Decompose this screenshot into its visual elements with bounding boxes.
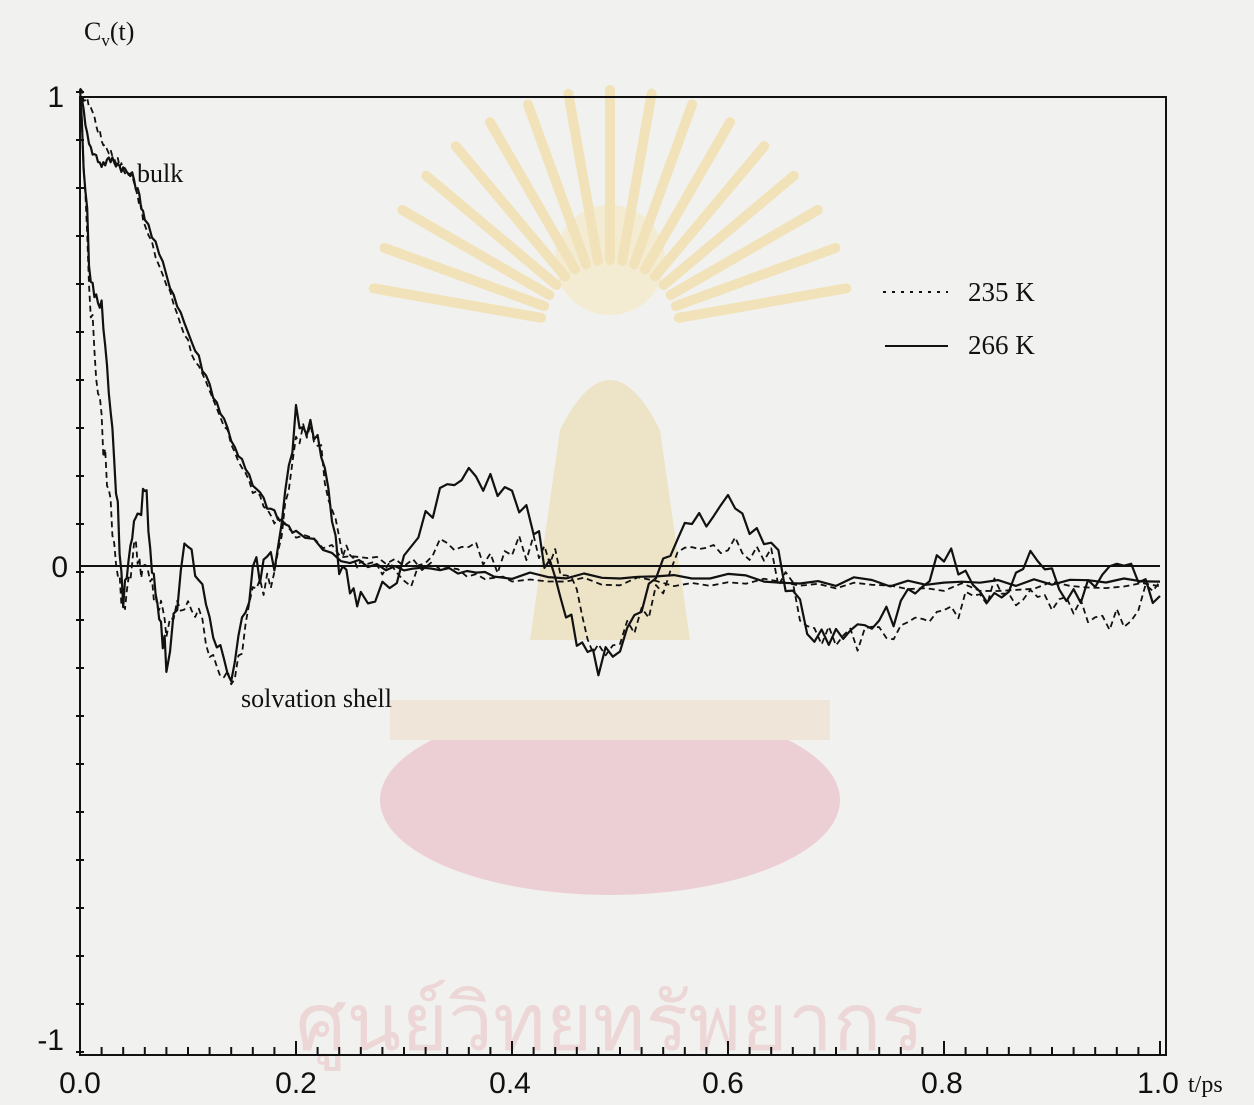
watermark-ray [522,99,592,270]
y-axis-label-sub: v [101,31,110,50]
legend-label-235k: 235 K [968,277,1035,307]
watermark-ray [397,205,555,300]
series-line-solvation-shell-266k [78,89,1161,683]
y-axis-label-tail: (t) [110,17,135,46]
series-line-solvation-shell-235k [79,95,1161,686]
x-tick-2: 0.4 [489,1067,531,1100]
series-group [78,87,1161,686]
x-tick-4: 0.8 [921,1067,963,1100]
watermark-ray [379,242,550,312]
x-tick-1: 0.2 [275,1067,317,1100]
y-minor-ticks [76,91,84,1053]
watermark-ray [649,141,770,282]
y-tick-bottom: -1 [37,1024,64,1057]
watermark-ray [658,170,799,291]
y-axis-label-main: C [84,17,101,46]
watermark-ray [640,117,735,275]
x-minor-ticks [79,1041,1161,1055]
watermark-ray [665,205,823,300]
watermark-ray [628,99,698,270]
x-tick-5: 1.0 [1137,1067,1179,1100]
crest-emblem-icon [368,85,852,895]
x-axis-label: t/ps [1188,1072,1223,1098]
y-tick-zero: 0 [51,551,68,584]
series-line-bulk-235k [79,87,1161,592]
watermark-ray [450,141,571,282]
plot-frame [79,96,1167,1056]
x-tick-0: 0.0 [59,1067,101,1100]
watermark-ray [617,88,657,267]
watermark-ray [368,283,547,323]
annotation-bulk: bulk [137,159,183,188]
series-line-bulk-266k [79,95,1161,588]
watermark-ray [485,117,580,275]
y-axis-label: Cv(t) [84,17,134,50]
watermark-ray [421,170,562,291]
x-tick-3: 0.6 [702,1067,744,1100]
watermark: ศูนย์วิทยทรัพยากร [296,85,925,1071]
watermark-ray [670,242,841,312]
watermark-text: ศูนย์วิทยทรัพยากร [296,976,925,1071]
watermark-ray [673,283,852,323]
y-tick-top: 1 [47,81,64,114]
legend: 235 K 266 K [883,277,1035,360]
annotation-solvation-shell: solvation shell [241,684,392,713]
watermark-ray [563,88,603,267]
legend-label-266k: 266 K [968,330,1035,360]
